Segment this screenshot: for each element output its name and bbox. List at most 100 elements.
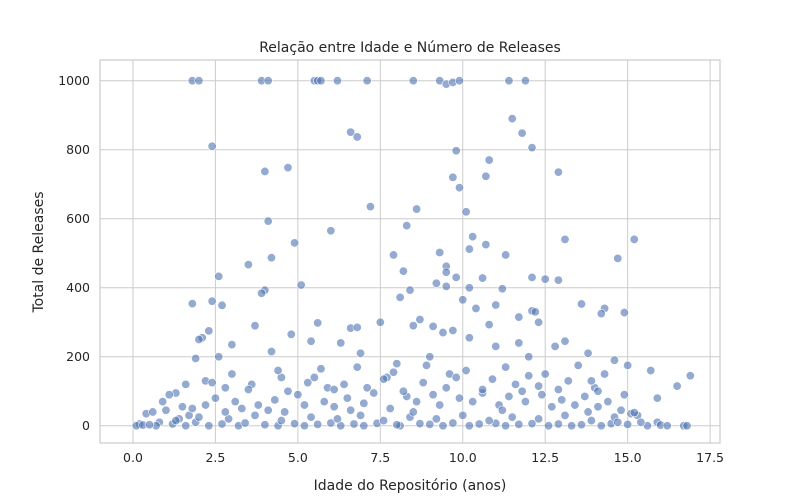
scatter-point bbox=[441, 267, 451, 277]
scatter-point bbox=[540, 274, 550, 284]
scatter-point bbox=[454, 183, 464, 193]
scatter-point bbox=[514, 419, 524, 429]
scatter-point bbox=[339, 379, 349, 389]
scatter-point bbox=[158, 397, 168, 407]
scatter-point bbox=[514, 312, 524, 322]
scatter-point bbox=[484, 416, 494, 426]
scatter-point bbox=[194, 334, 204, 344]
scatter-point bbox=[171, 416, 181, 426]
scatter-point bbox=[408, 76, 418, 86]
scatter-point bbox=[356, 410, 366, 420]
scatter-point bbox=[240, 418, 250, 428]
scatter-point bbox=[346, 127, 356, 137]
scatter-point bbox=[306, 336, 316, 346]
x-tick-label: 17.5 bbox=[696, 450, 724, 465]
scatter-point bbox=[418, 378, 428, 388]
scatter-point bbox=[253, 400, 263, 410]
scatter-point bbox=[593, 402, 603, 412]
scatter-point bbox=[583, 348, 593, 358]
scatter-point bbox=[263, 216, 273, 226]
scatter-point bbox=[260, 166, 270, 176]
x-tick-label: 10.0 bbox=[449, 450, 477, 465]
scatter-point bbox=[283, 163, 293, 173]
scatter-point bbox=[501, 250, 511, 260]
scatter-point bbox=[553, 419, 563, 429]
y-tick-label: 600 bbox=[66, 211, 90, 226]
scatter-point bbox=[636, 417, 646, 427]
scatter-point bbox=[201, 400, 211, 410]
scatter-point bbox=[362, 383, 372, 393]
scatter-point bbox=[511, 379, 521, 389]
scatter-point bbox=[346, 405, 356, 415]
scatter-point bbox=[451, 146, 461, 156]
scatter-point bbox=[517, 386, 527, 396]
scatter-point bbox=[484, 155, 494, 165]
scatter-point bbox=[596, 421, 606, 431]
scatter-point bbox=[194, 76, 204, 86]
scatter-point bbox=[220, 407, 230, 417]
scatter-point bbox=[313, 318, 323, 328]
scatter-point bbox=[412, 204, 422, 214]
scatter-point bbox=[682, 421, 692, 431]
scatter-point bbox=[332, 414, 342, 424]
scatter-point bbox=[468, 397, 478, 407]
scatter-point bbox=[672, 381, 682, 391]
scatter-point bbox=[405, 285, 415, 295]
scatter-point bbox=[504, 391, 514, 401]
scatter-point bbox=[576, 420, 586, 430]
scatter-point bbox=[458, 295, 468, 305]
scatter-point bbox=[412, 397, 422, 407]
scatter-point bbox=[507, 114, 517, 124]
scatter-point bbox=[580, 391, 590, 401]
scatter-point bbox=[316, 76, 326, 86]
scatter-point bbox=[478, 273, 488, 283]
scatter-point bbox=[362, 76, 372, 86]
scatter-point bbox=[474, 419, 484, 429]
scatter-point bbox=[586, 416, 596, 426]
scatter-point bbox=[309, 372, 319, 382]
scatter-point bbox=[148, 407, 158, 417]
scatter-point bbox=[613, 417, 623, 427]
scatter-point bbox=[398, 266, 408, 276]
x-tick-label: 7.5 bbox=[370, 450, 390, 465]
grid bbox=[100, 60, 720, 443]
scatter-point bbox=[567, 421, 577, 431]
scatter-point bbox=[144, 420, 154, 430]
scatter-point bbox=[593, 386, 603, 396]
y-tick-label: 400 bbox=[66, 280, 90, 295]
scatter-point bbox=[227, 340, 237, 350]
scatter-point bbox=[250, 410, 260, 420]
scatter-point bbox=[534, 317, 544, 327]
scatter-point bbox=[451, 272, 461, 282]
scatter-point bbox=[290, 419, 300, 429]
scatter-point bbox=[408, 321, 418, 331]
scatter-point bbox=[296, 280, 306, 290]
scatter-point bbox=[563, 376, 573, 386]
scatter-point bbox=[352, 132, 362, 142]
scatter-point bbox=[217, 300, 227, 310]
y-tick-label: 200 bbox=[66, 349, 90, 364]
scatter-point bbox=[415, 419, 425, 429]
scatter-point bbox=[596, 309, 606, 319]
scatter-point bbox=[619, 390, 629, 400]
x-tick-labels: 0.0 2.5 5.0 7.5 10.0 12.5 15.0 17.5 bbox=[123, 450, 724, 465]
scatter-point bbox=[356, 348, 366, 358]
scatter-point bbox=[402, 221, 412, 231]
scatter-point bbox=[257, 288, 267, 298]
scatter-point bbox=[448, 326, 458, 336]
scatter-point bbox=[336, 338, 346, 348]
scatter-point bbox=[504, 76, 514, 86]
scatter-point bbox=[461, 207, 471, 217]
scatter-point bbox=[435, 248, 445, 258]
x-tick-label: 15.0 bbox=[614, 450, 642, 465]
scatter-point bbox=[441, 383, 451, 393]
scatter-point bbox=[573, 360, 583, 370]
y-tick-label: 0 bbox=[82, 418, 90, 433]
scatter-point bbox=[329, 402, 339, 412]
scatter-point bbox=[299, 421, 309, 431]
scatter-point bbox=[332, 76, 342, 86]
scatter-point bbox=[458, 410, 468, 420]
scatter-point bbox=[484, 320, 494, 330]
scatter-point bbox=[392, 420, 402, 430]
